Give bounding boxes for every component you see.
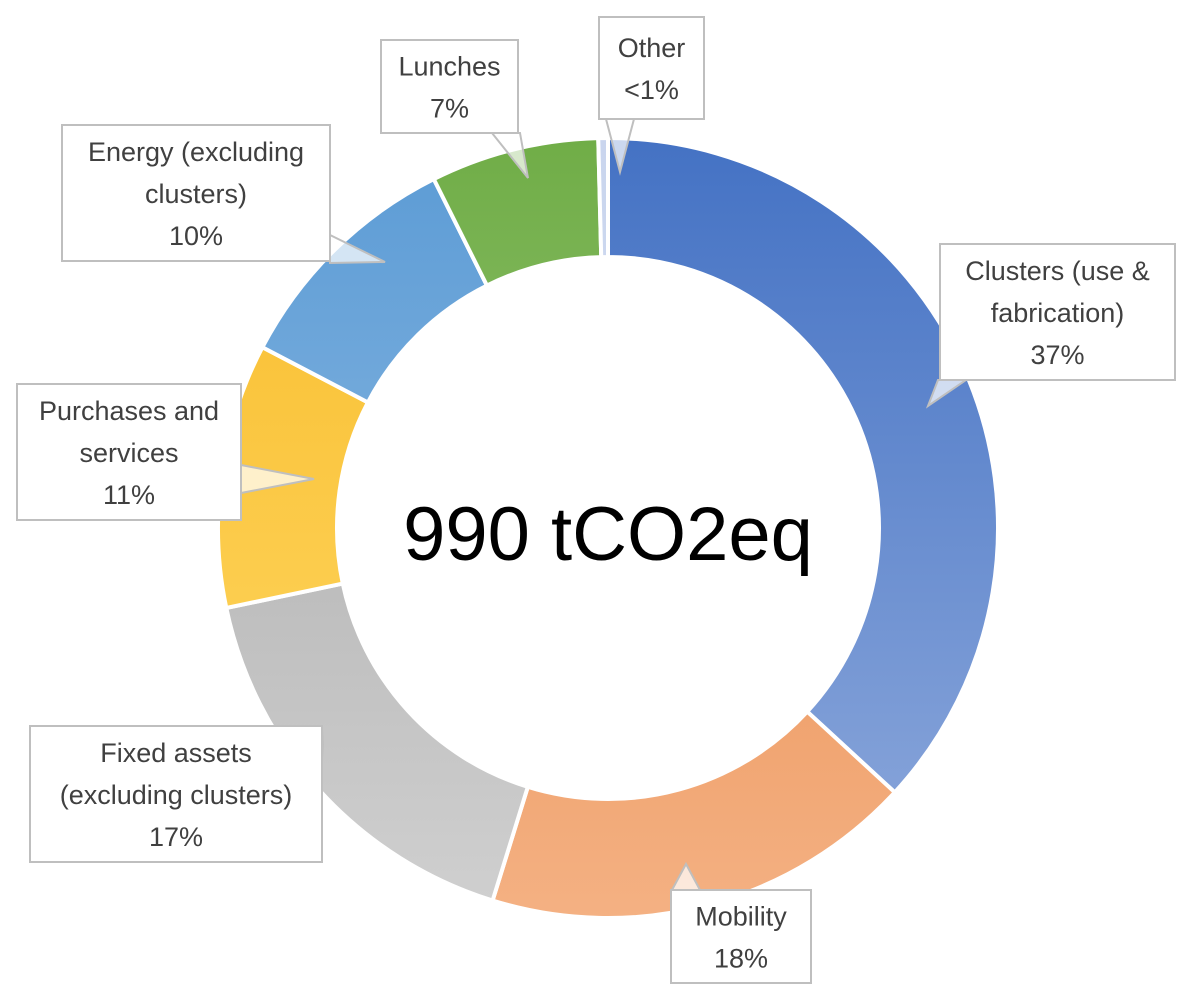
- slice-name-label: Other: [618, 33, 686, 63]
- slice-name-label: (excluding clusters): [60, 780, 293, 810]
- slices-layer: [216, 135, 1000, 920]
- callout-box: [61, 124, 331, 262]
- callout-lunches: Lunches 7%: [380, 39, 529, 179]
- slice-percent-label: 10%: [169, 221, 223, 251]
- slice-name-label: Mobility: [695, 902, 787, 932]
- callouts-layer: Clusters (use & fabrication) 37% Mobility 18…: [16, 16, 1176, 984]
- callout-clusters: Clusters (use & fabrication) 37%: [925, 243, 1176, 409]
- slice-name-label: Purchases and: [39, 396, 219, 426]
- callout-box: [598, 16, 705, 120]
- slice-name-label: Fixed assets: [100, 738, 252, 768]
- slice-name-label: fabrication): [991, 298, 1125, 328]
- slice-name-label: clusters): [145, 179, 247, 209]
- callout-purchases: Purchases and services 11%: [16, 383, 315, 521]
- slice-name-label: Clusters (use &: [965, 256, 1150, 286]
- slice-percent-label: 37%: [1030, 340, 1084, 370]
- slice-percent-label: <1%: [624, 75, 679, 105]
- slice-percent-label: 11%: [103, 480, 155, 510]
- slice-percent-label: 17%: [149, 822, 203, 852]
- slice-percent-label: 18%: [714, 944, 768, 974]
- callout-box: [939, 243, 1176, 381]
- callout-box: [670, 889, 812, 984]
- slice-name-label: Energy (excluding: [88, 137, 304, 167]
- slice-clusters: [606, 135, 1000, 796]
- callout-fixed-assets: Fixed assets (excluding clusters) 17%: [29, 725, 325, 863]
- callout-box: [16, 383, 242, 521]
- slice-name-label: services: [79, 438, 178, 468]
- slice-percent-label: 7%: [430, 94, 469, 124]
- center-total-label: 990 tCO2eq: [403, 492, 813, 577]
- callout-box: [380, 39, 519, 134]
- callout-mobility: Mobility 18%: [670, 861, 812, 984]
- callout-energy: Energy (excluding clusters) 10%: [61, 124, 386, 265]
- callout-box: [29, 725, 323, 863]
- callout-other: Other <1%: [598, 16, 705, 176]
- slice-other: [596, 135, 610, 260]
- slice-name-label: Lunches: [398, 52, 500, 82]
